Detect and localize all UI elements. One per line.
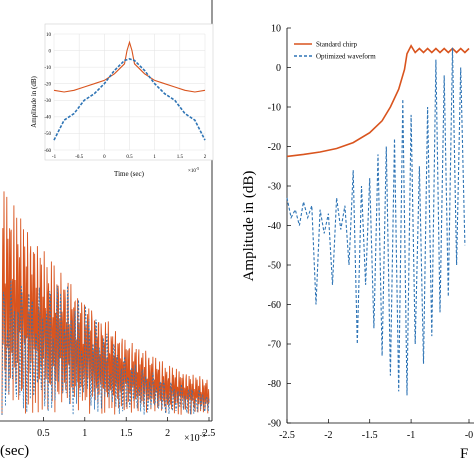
right-y-tick-label: -80 [268, 379, 281, 390]
inset-x-tick-label: 1 [153, 155, 156, 160]
right-x-tick-label: -0 [465, 430, 473, 441]
right-main-y-label: Amplitude in (dB) [241, 171, 257, 282]
inset-x-tick-label: 1.5 [177, 155, 184, 160]
left-x-tick-label: 0.5 [37, 428, 50, 439]
right-x-tick-label: -1 [407, 430, 415, 441]
right-main-series [286, 44, 470, 396]
legend-label-standard-chirp: Standard chirp [316, 41, 358, 49]
left-blue-line [1, 280, 210, 416]
inset-x-tick-label: -1 [52, 155, 57, 160]
right-y-tick-label: -10 [268, 103, 281, 114]
right-y-tick-label: -50 [268, 261, 281, 272]
right-x-tick-label: -2 [324, 430, 332, 441]
right-x-tick-label: -2.5 [279, 430, 295, 441]
right-y-tick-label: 0 [276, 63, 281, 74]
inset-y-tick-label: 0 [49, 49, 52, 54]
left-inset-grid [53, 33, 206, 151]
inset-x-tick-label: 0.5 [126, 155, 133, 160]
inset-y-tick-label: -20 [44, 83, 51, 88]
inset-y-tick-label: -40 [44, 116, 51, 121]
left-main-series [1, 191, 210, 416]
right-main-chart: 10 0 -10 -20 -30 -40 -50 -60 -70 -80 -90 -2.5 -2 -1.… [241, 24, 474, 462]
inset-y-tick-label: 10 [46, 33, 52, 38]
inset-y-tick-label: -60 [44, 149, 51, 154]
right-optimized-waveform-line [286, 47, 466, 396]
left-x-tick-label: 2 [165, 428, 170, 439]
inset-x-tick-label: -0.5 [75, 155, 83, 160]
right-y-tick-label: -30 [268, 182, 281, 193]
right-standard-chirp-line [286, 44, 470, 158]
left-x-tick-label: 2.5 [203, 428, 216, 439]
inset-y-tick-label: -50 [44, 132, 51, 137]
left-main-x-exponent: ×10-5 [184, 431, 206, 444]
left-inset-x-label: Time (sec) [114, 170, 145, 178]
left-inset-chart: 10 0 -10 -20 -30 -40 -50 -60 -1 -0.5 0 0.5 1 1.5 2 Am… [30, 23, 214, 178]
right-main-y-ticks: 10 0 -10 -20 -30 -40 -50 -60 -70 -80 -90 [268, 24, 291, 430]
right-main-legend: Standard chirp Optimized waveform [294, 41, 376, 61]
right-main-x-label: F [460, 446, 468, 462]
left-inset-x-ticks: -1 -0.5 0 0.5 1 1.5 2 [52, 155, 207, 160]
left-inset-y-ticks: 10 0 -10 -20 -30 -40 -50 -60 [44, 33, 51, 154]
right-y-tick-label: -40 [268, 221, 281, 232]
legend-label-optimized-waveform: Optimized waveform [316, 53, 376, 61]
right-y-tick-label: 10 [271, 24, 281, 35]
right-y-tick-label: -90 [268, 419, 281, 430]
right-y-tick-label: -60 [268, 300, 281, 311]
left-inset-series [53, 40, 206, 141]
right-x-tick-label: -1.5 [362, 430, 378, 441]
left-x-tick-label: 1.5 [120, 428, 133, 439]
left-inset-x-exponent: ×10-5 [188, 166, 199, 174]
right-main-x-ticks: -2.5 -2 -1.5 -1 -0 [279, 419, 473, 441]
left-inset-background [44, 23, 214, 161]
inset-x-tick-label: 2 [204, 155, 207, 160]
left-main-x-label: (sec) [0, 443, 29, 459]
left-x-tick-label: 1 [82, 428, 87, 439]
left-orange-line [1, 191, 210, 416]
right-y-tick-label: -70 [268, 340, 281, 351]
left-inset-y-label: Amplitude in (dB) [30, 75, 38, 127]
inset-blue-line [53, 58, 206, 141]
inset-orange-line [53, 40, 206, 93]
inset-x-tick-label: 0 [103, 155, 106, 160]
inset-y-tick-label: -10 [44, 66, 51, 71]
left-main-x-ticks: 0.5 1 1.5 2 2.5 [37, 417, 215, 439]
inset-y-tick-label: -30 [44, 99, 51, 104]
right-y-tick-label: -20 [268, 142, 281, 153]
